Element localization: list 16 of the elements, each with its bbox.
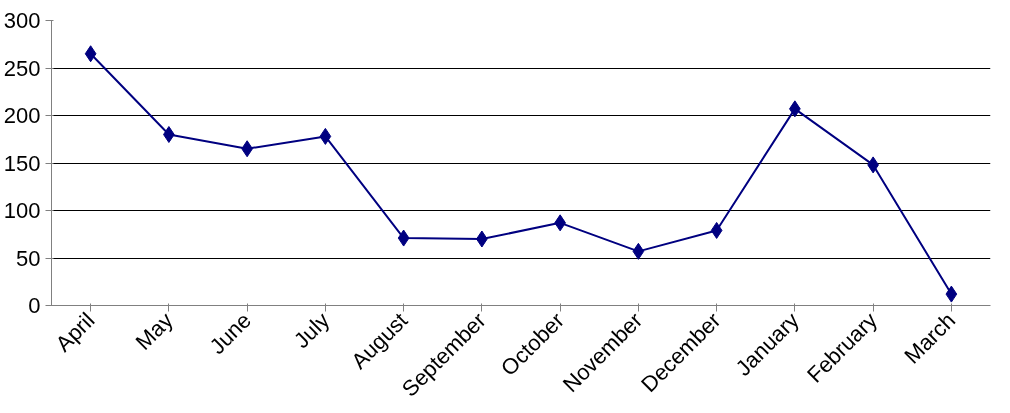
point	[710, 221, 723, 239]
y-tick-label: 250	[3, 55, 41, 81]
point	[319, 127, 332, 145]
y-tick-label: 0	[28, 293, 41, 318]
point	[397, 229, 410, 247]
point	[84, 45, 97, 63]
point	[945, 285, 958, 303]
point	[163, 126, 175, 143]
y-tick-label: 200	[3, 103, 41, 128]
y-tick-label: 50	[16, 245, 41, 271]
y-tick-label: 300	[3, 8, 41, 33]
y-tick-label: 150	[3, 150, 41, 176]
y-tick-label: 100	[3, 198, 41, 223]
x-tick-label: May	[130, 307, 178, 355]
point	[632, 242, 645, 260]
x-tick-label: July	[288, 307, 335, 353]
